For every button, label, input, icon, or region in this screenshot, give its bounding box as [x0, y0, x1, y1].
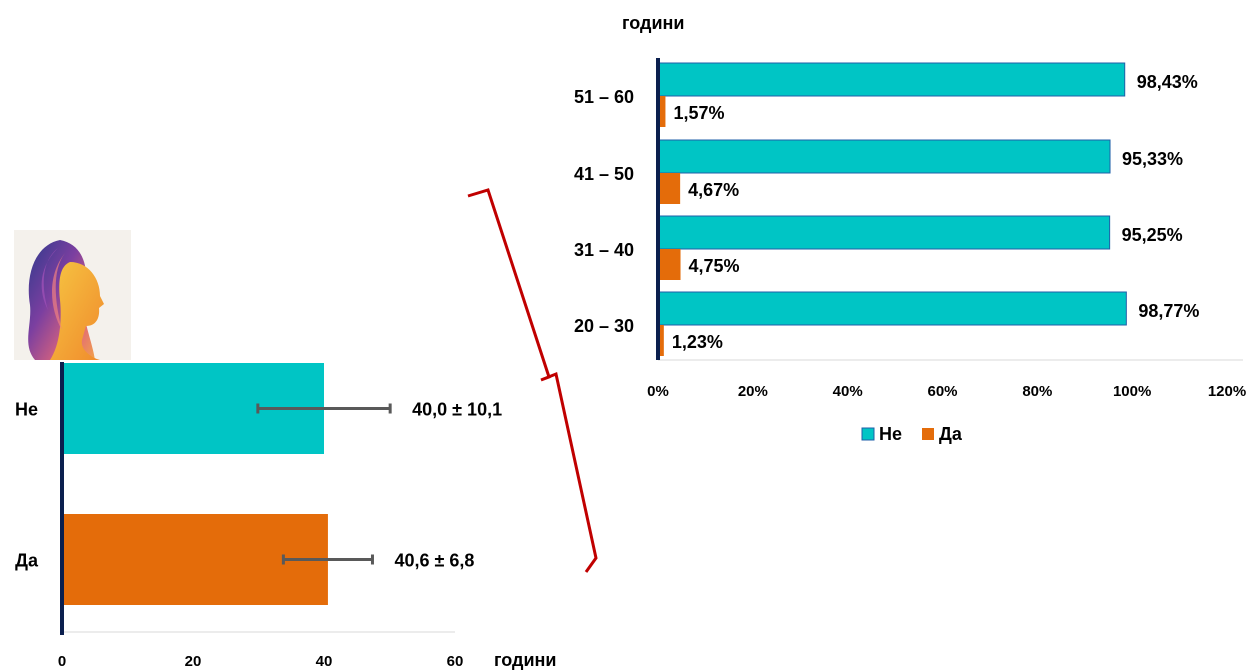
right-bar-chart: години 51 – 60 41 – 50 31 – 40 20 – 30 98,4… — [574, 13, 1246, 444]
right-data-label-da-3: 1,23% — [672, 332, 723, 352]
left-x-axis-title: години — [494, 650, 556, 670]
woman-profile-icon — [14, 230, 131, 360]
right-data-label-da-2: 4,75% — [689, 256, 740, 276]
right-bar-da-2 — [658, 249, 681, 280]
legend: Не Да — [861, 424, 963, 444]
connector-bracket — [467, 188, 598, 573]
right-x-tick-0: 0% — [647, 383, 669, 400]
left-x-tick-0: 0 — [58, 653, 66, 670]
right-bar-ne-1 — [657, 139, 1111, 174]
left-category-label-0: Не — [15, 400, 38, 420]
right-bar-da-0 — [658, 96, 666, 127]
right-x-tick-4: 80% — [1022, 383, 1052, 400]
right-bar-ne-2 — [657, 215, 1111, 250]
legend-swatch-ne — [861, 427, 875, 441]
right-x-tick-5: 100% — [1113, 383, 1151, 400]
left-data-label-1: 40,6 ± 6,8 — [394, 551, 474, 571]
right-x-tick-1: 20% — [738, 383, 768, 400]
right-category-label-3: 20 – 30 — [574, 316, 634, 336]
left-x-tick-3: 60 — [447, 653, 464, 670]
right-category-label-1: 41 – 50 — [574, 164, 634, 184]
right-bar-da-3 — [658, 325, 664, 356]
right-x-tick-6: 120% — [1208, 383, 1246, 400]
right-data-label-ne-1: 95,33% — [1122, 149, 1183, 169]
right-bar-ne-3 — [657, 291, 1127, 326]
right-x-tick-3: 60% — [927, 383, 957, 400]
right-category-label-0: 51 – 60 — [574, 87, 634, 107]
right-data-label-ne-3: 98,77% — [1138, 301, 1199, 321]
right-data-label-da-1: 4,67% — [688, 180, 739, 200]
right-bar-ne-0 — [657, 62, 1126, 97]
legend-label-ne: Не — [879, 424, 902, 444]
right-y-axis-title: години — [622, 13, 684, 33]
right-x-tick-2: 40% — [833, 383, 863, 400]
left-category-label-1: Да — [15, 551, 39, 571]
right-data-label-ne-2: 95,25% — [1122, 225, 1183, 245]
legend-swatch-da — [922, 428, 934, 440]
left-x-tick-1: 20 — [185, 653, 202, 670]
right-category-label-2: 31 – 40 — [574, 240, 634, 260]
right-data-label-ne-0: 98,43% — [1137, 72, 1198, 92]
right-data-label-da-0: 1,57% — [673, 103, 724, 123]
left-data-label-0: 40,0 ± 10,1 — [412, 400, 502, 420]
left-bar-chart: Не Да 40,0 ± 10,1 40,6 ± 6,8 0 20 40 60 годин… — [15, 362, 556, 670]
legend-label-da: Да — [939, 424, 963, 444]
left-x-tick-2: 40 — [316, 653, 333, 670]
right-bar-da-1 — [658, 173, 681, 204]
